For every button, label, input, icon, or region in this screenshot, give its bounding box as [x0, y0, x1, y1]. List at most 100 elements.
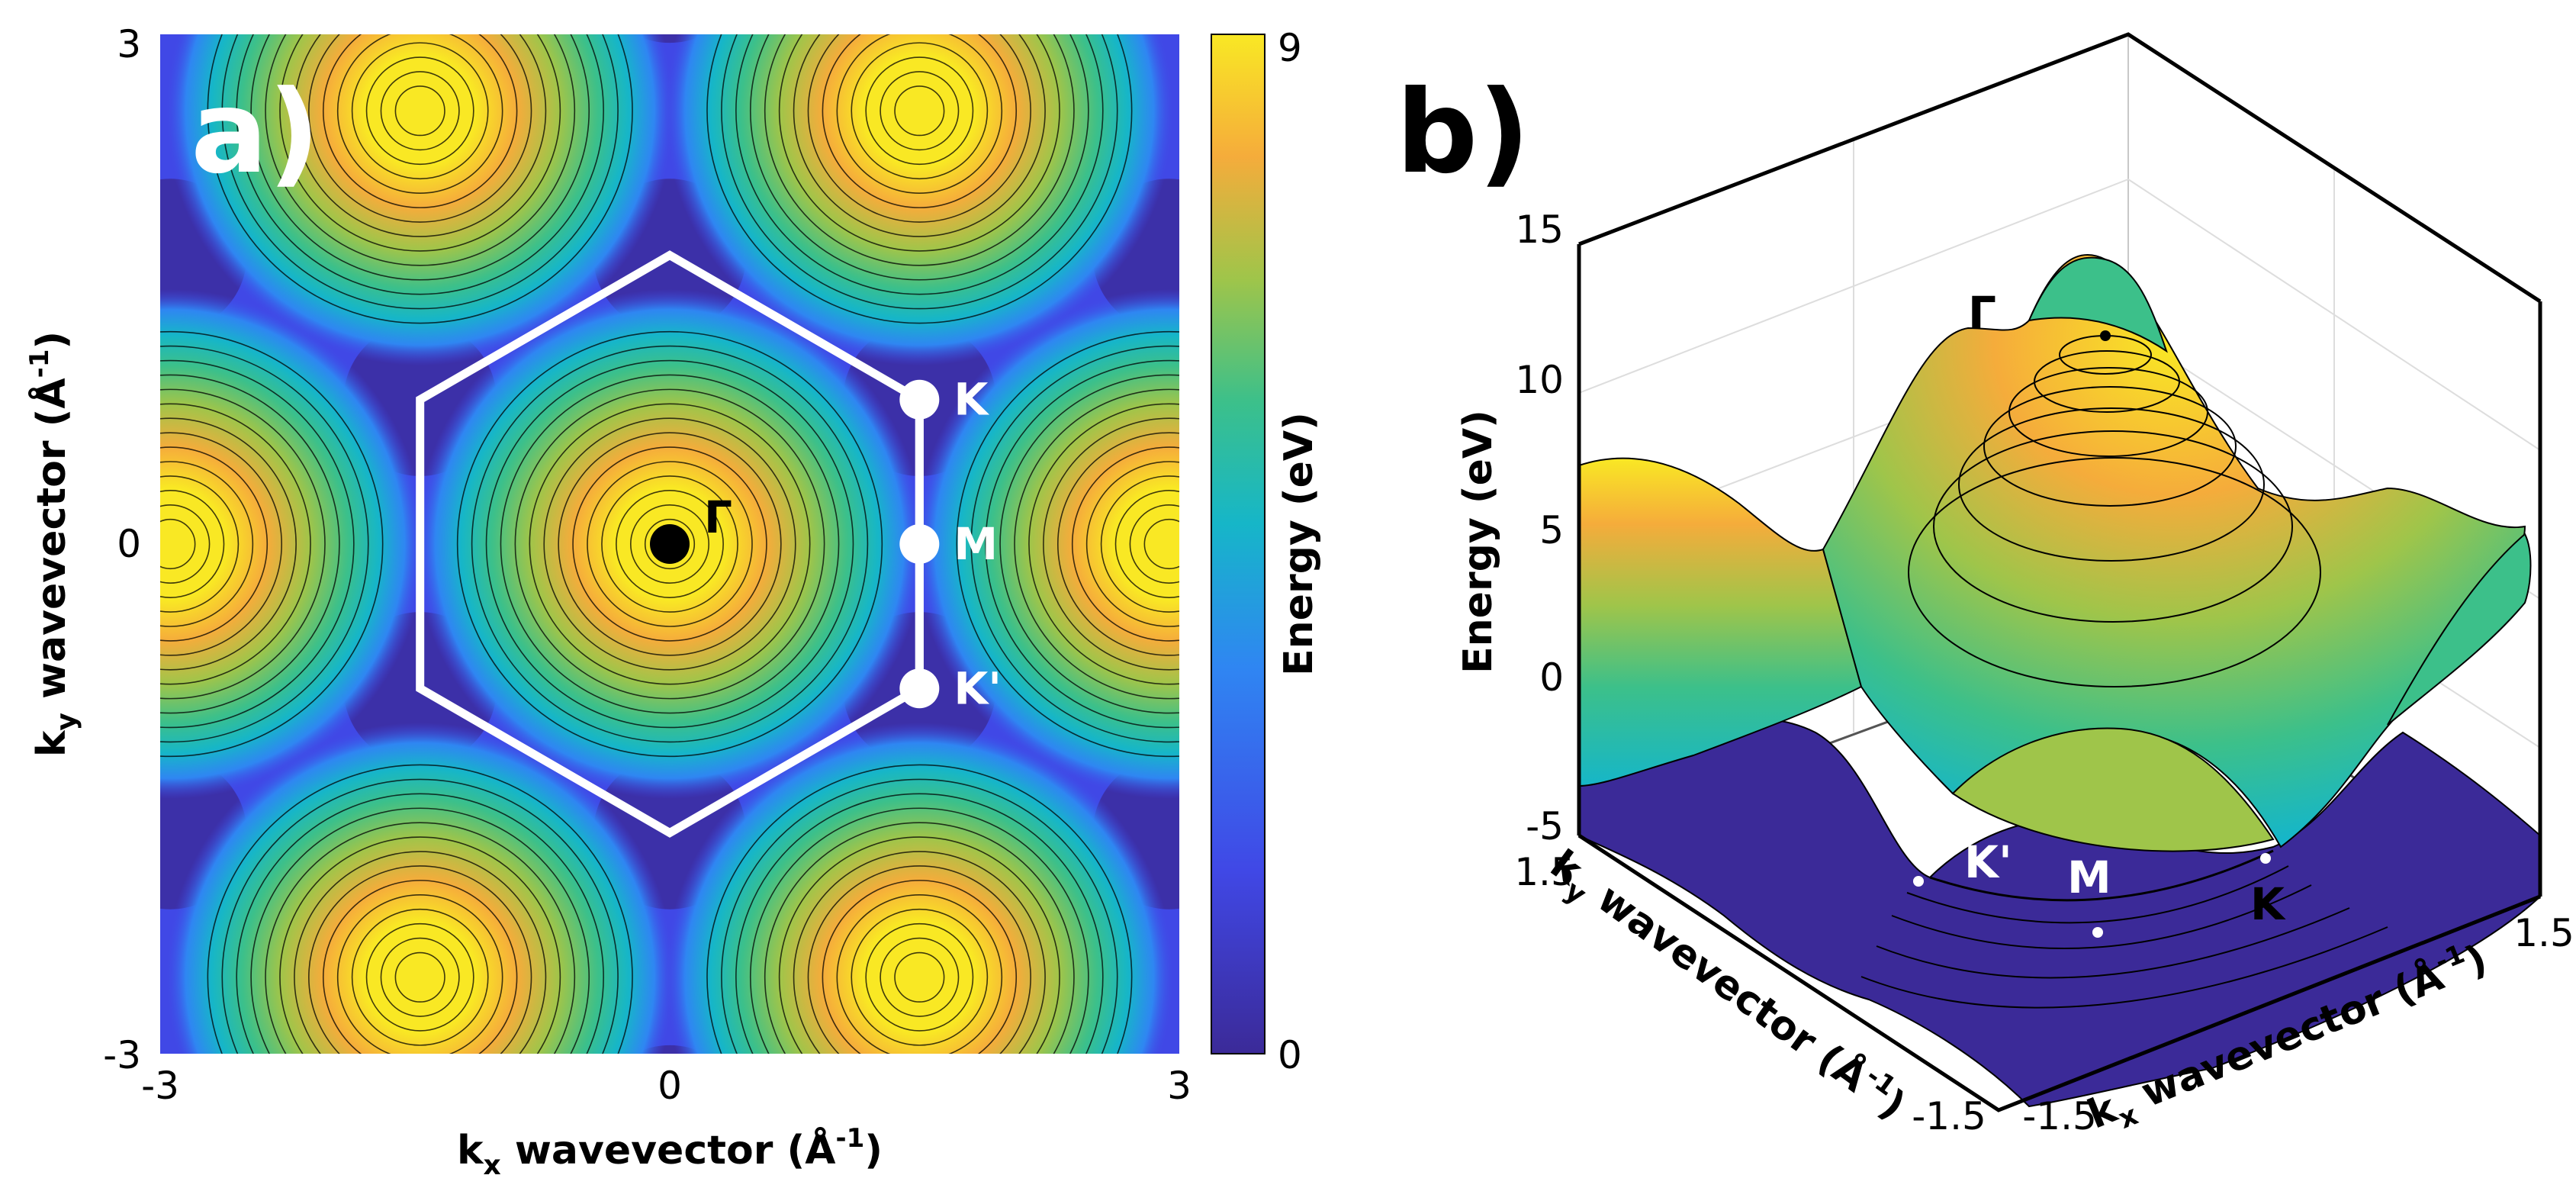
contour-line: [836, 894, 1003, 1054]
panel-b-point-k: [2260, 853, 2271, 864]
contour-line: [485, 359, 854, 729]
energy-maximum-fill: [664, 722, 1175, 1054]
contour-line: [160, 330, 384, 758]
contour-line: [160, 504, 211, 584]
energy-maximum: [914, 289, 1179, 799]
panel-a-label: a): [191, 66, 320, 199]
contour-line: [308, 34, 532, 223]
panel-a-ytick: 3: [117, 22, 141, 66]
energy-maximum-fill: [664, 34, 1175, 366]
contour-line: [572, 446, 767, 642]
colorbar: [1211, 34, 1265, 1054]
contour-line: [894, 951, 945, 1003]
contour-line: [836, 34, 1003, 194]
contour-line: [500, 374, 840, 714]
energy-maximum-fill: [165, 722, 675, 1054]
contour-line: [822, 34, 1018, 208]
panel-b-label-gamma: Γ: [1968, 287, 1996, 339]
contour-line: [1143, 518, 1179, 570]
contour-line: [764, 822, 1075, 1054]
contour-line: [250, 807, 590, 1054]
contour-line: [336, 34, 503, 194]
contour-line: [160, 388, 326, 700]
panel-b-ytick: -1.5: [1912, 1094, 1986, 1138]
bz-point-k: [899, 379, 940, 420]
panel-a-ytick: 0: [117, 522, 141, 566]
energy-maximum: [165, 722, 675, 1054]
panel-a-ytick: -3: [103, 1033, 141, 1077]
contour-line: [985, 359, 1179, 729]
contour-line: [735, 793, 1104, 1054]
colorbar-tick-min: 0: [1278, 1033, 1302, 1077]
contour-line: [365, 922, 474, 1032]
contour-line: [750, 34, 1089, 281]
contour-line: [1129, 504, 1179, 584]
lower-band-contour: [1891, 884, 2312, 950]
contour-line: [207, 34, 633, 324]
lower-band: [1578, 718, 2541, 1108]
panel-b-point-kprime: [1913, 876, 1924, 887]
contour-line: [160, 359, 355, 729]
contour-line: [601, 475, 738, 613]
cone-contour: [1983, 386, 2237, 507]
contour-line: [735, 34, 1104, 295]
contour-line: [236, 34, 604, 295]
box-frame: [1578, 32, 2542, 304]
contour-line: [160, 518, 196, 570]
contour-line: [764, 34, 1075, 266]
contour-line: [880, 71, 960, 151]
contour-line: [160, 490, 225, 598]
contour-line: [644, 518, 696, 570]
panel-a-heatmap: [160, 34, 1179, 1054]
contour-line: [851, 908, 989, 1046]
contour-line: [970, 345, 1179, 743]
contour-line: [394, 85, 445, 137]
bz-point-m: [899, 524, 940, 564]
panel-a-x-axis-title: kx wavevector (Å-1): [457, 1123, 883, 1181]
upper-band-back-lobe: [2028, 256, 2168, 353]
energy-maximum-fill: [914, 289, 1179, 799]
contour-line: [294, 34, 547, 237]
panel-b-ztick: 0: [1539, 655, 1564, 700]
contour-line: [706, 764, 1133, 1054]
contour-line: [543, 417, 796, 671]
upper-band-front-lobe: [1951, 727, 2275, 852]
contour-line: [160, 432, 282, 656]
contour-line: [706, 34, 1133, 324]
panel-a-y-axis-title: ky wavevector (Å-1): [24, 331, 82, 757]
contour-line: [160, 345, 369, 743]
contour-line: [279, 836, 561, 1054]
contour-line: [1114, 490, 1179, 598]
contour-line: [1028, 403, 1179, 685]
contour-line: [160, 374, 340, 714]
contour-line: [221, 34, 619, 310]
panel-b-box-front: [1577, 32, 2542, 1112]
contour-line: [236, 793, 604, 1054]
panel-b-ztick: -5: [1526, 804, 1564, 848]
contour-line: [807, 34, 1031, 223]
contour-line: [529, 403, 811, 685]
contour-line: [999, 374, 1179, 714]
contour-line: [160, 446, 269, 642]
contour-line: [336, 894, 503, 1054]
colorbar-tick-max: 9: [1278, 26, 1302, 70]
contour-line: [514, 388, 825, 700]
contour-line: [1043, 417, 1179, 671]
lower-band-surface: [1578, 718, 2541, 1108]
contour-line: [322, 880, 518, 1054]
contour-line: [207, 764, 633, 1054]
lower-band-contour: [1906, 865, 2289, 924]
bz-point-label: M: [954, 518, 998, 570]
contour-line: [351, 42, 489, 180]
panel-b-ytick: 1.5: [1514, 850, 1575, 894]
contour-line: [265, 34, 576, 266]
contour-line: [380, 937, 460, 1017]
contour-line: [160, 461, 254, 627]
colorbar-label: Energy (eV): [1276, 412, 1322, 676]
contour-line: [221, 778, 619, 1054]
contour-line: [380, 71, 460, 151]
panel-b-ztick: 15: [1515, 208, 1564, 252]
contour-line: [1071, 446, 1179, 642]
box-frame-floor: [1577, 833, 2541, 1112]
bz-point-label: K': [954, 662, 1002, 714]
